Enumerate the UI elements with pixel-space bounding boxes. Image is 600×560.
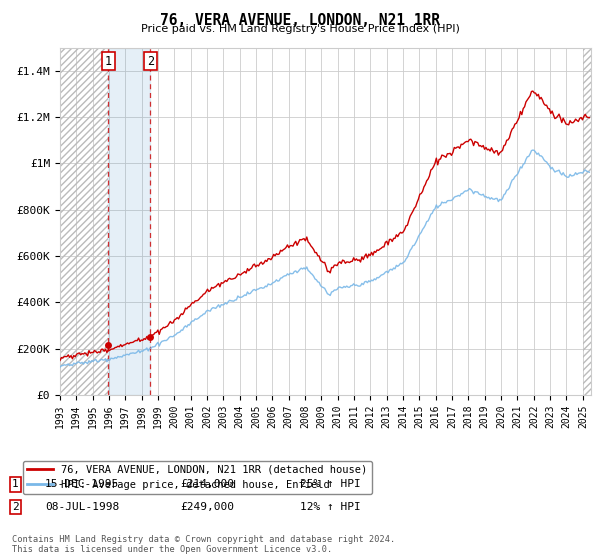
- Bar: [60, 48, 109, 395]
- Text: 08-JUL-1998: 08-JUL-1998: [45, 502, 119, 512]
- Text: 1: 1: [105, 54, 112, 68]
- Text: 1: 1: [12, 479, 19, 489]
- Text: 12% ↑ HPI: 12% ↑ HPI: [300, 502, 361, 512]
- Text: 15-DEC-1995: 15-DEC-1995: [45, 479, 119, 489]
- Text: Contains HM Land Registry data © Crown copyright and database right 2024.
This d: Contains HM Land Registry data © Crown c…: [12, 535, 395, 554]
- Legend: 76, VERA AVENUE, LONDON, N21 1RR (detached house), HPI: Average price, detached : 76, VERA AVENUE, LONDON, N21 1RR (detach…: [23, 461, 371, 494]
- Text: 25% ↑ HPI: 25% ↑ HPI: [300, 479, 361, 489]
- Text: 76, VERA AVENUE, LONDON, N21 1RR: 76, VERA AVENUE, LONDON, N21 1RR: [160, 13, 440, 28]
- Text: 2: 2: [12, 502, 19, 512]
- Text: £249,000: £249,000: [180, 502, 234, 512]
- Bar: [583, 48, 591, 395]
- Bar: [109, 48, 150, 395]
- Text: 2: 2: [146, 54, 154, 68]
- Text: £214,000: £214,000: [180, 479, 234, 489]
- Text: Price paid vs. HM Land Registry's House Price Index (HPI): Price paid vs. HM Land Registry's House …: [140, 24, 460, 34]
